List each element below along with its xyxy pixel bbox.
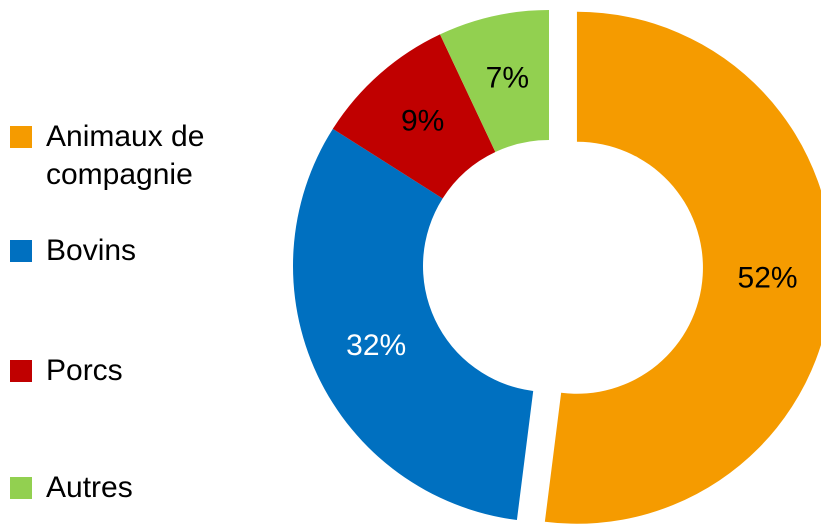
- data-label: 52%: [738, 262, 798, 295]
- legend-label: Bovins: [46, 234, 137, 267]
- donut-slice: [440, 10, 549, 152]
- legend-item: Autres: [10, 469, 240, 507]
- legend-swatch: [10, 240, 32, 262]
- donut-slice: [332, 34, 496, 199]
- legend-swatch: [10, 360, 32, 382]
- donut-slice: [544, 11, 821, 524]
- legend-swatch: [10, 477, 32, 499]
- donut-slice: [293, 128, 534, 520]
- legend-label: Animaux de compagnie: [46, 120, 205, 191]
- data-label: 7%: [486, 62, 529, 95]
- data-label: 32%: [346, 329, 406, 362]
- data-label: 9%: [401, 105, 444, 138]
- legend-item: Animaux de compagnie: [10, 118, 240, 194]
- legend-label: Porcs: [46, 354, 123, 387]
- legend-swatch: [10, 126, 32, 148]
- legend-item: Porcs: [10, 352, 240, 390]
- legend-item: Bovins: [10, 232, 240, 270]
- legend-label: Autres: [46, 471, 133, 504]
